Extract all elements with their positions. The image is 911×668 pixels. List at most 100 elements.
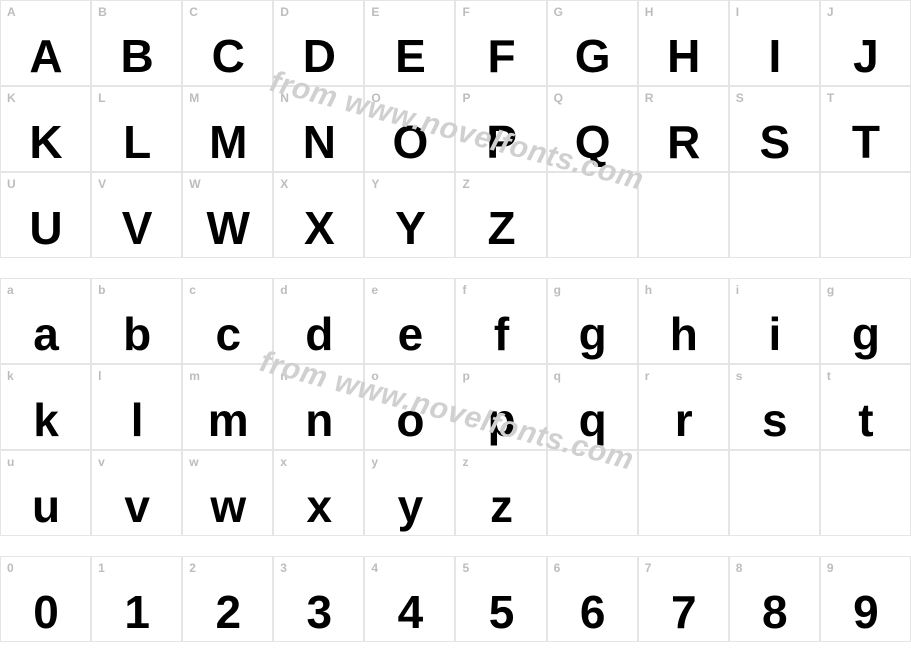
cell-label: C — [189, 5, 198, 19]
glyph-cell: OO — [364, 86, 455, 172]
cell-label: f — [462, 283, 466, 297]
glyph-cell: oo — [364, 364, 455, 450]
glyph-cell: QQ — [547, 86, 638, 172]
cell-glyph: z — [456, 483, 545, 529]
cell-label: V — [98, 177, 106, 191]
glyph-cell: ss — [729, 364, 820, 450]
cell-label: c — [189, 283, 196, 297]
glyph-cell: 22 — [182, 556, 273, 642]
glyph-cell: 00 — [0, 556, 91, 642]
cell-label: e — [371, 283, 378, 297]
glyph-cell: nn — [273, 364, 364, 450]
cell-glyph: T — [821, 119, 910, 165]
cell-label: 4 — [371, 561, 378, 575]
cell-glyph: d — [274, 311, 363, 357]
cell-label: B — [98, 5, 107, 19]
cell-glyph: B — [92, 33, 181, 79]
cell-label: F — [462, 5, 469, 19]
cell-label: K — [7, 91, 16, 105]
glyph-cell: LL — [91, 86, 182, 172]
glyph-cell: PP — [455, 86, 546, 172]
cell-label: p — [462, 369, 469, 383]
cell-label: Z — [462, 177, 469, 191]
cell-glyph: 7 — [639, 589, 728, 635]
cell-label: 6 — [554, 561, 561, 575]
cell-label: 1 — [98, 561, 105, 575]
cell-label: r — [645, 369, 650, 383]
cell-glyph: 0 — [1, 589, 90, 635]
glyph-cell: WW — [182, 172, 273, 258]
glyph-cell: hh — [638, 278, 729, 364]
glyph-cell — [820, 450, 911, 536]
glyph-cell: aa — [0, 278, 91, 364]
cell-glyph: H — [639, 33, 728, 79]
glyph-cell: MM — [182, 86, 273, 172]
cell-label: g — [554, 283, 561, 297]
glyph-cell: kk — [0, 364, 91, 450]
cell-glyph: p — [456, 397, 545, 443]
glyph-cell: FF — [455, 0, 546, 86]
glyph-cell — [638, 172, 729, 258]
cell-label: n — [280, 369, 287, 383]
cell-label: S — [736, 91, 744, 105]
cell-glyph: 1 — [92, 589, 181, 635]
cell-label: 5 — [462, 561, 469, 575]
cell-label: 9 — [827, 561, 834, 575]
cell-glyph: 3 — [274, 589, 363, 635]
cell-glyph: Z — [456, 205, 545, 251]
cell-label: y — [371, 455, 378, 469]
cell-glyph: O — [365, 119, 454, 165]
cell-glyph: 6 — [548, 589, 637, 635]
glyph-cell: II — [729, 0, 820, 86]
glyph-cell: SS — [729, 86, 820, 172]
glyph-cell: VV — [91, 172, 182, 258]
cell-label: U — [7, 177, 16, 191]
cell-glyph: R — [639, 119, 728, 165]
glyph-row: KKLLMMNNOOPPQQRRSSTT — [0, 86, 911, 172]
section-gap — [0, 258, 911, 278]
glyph-cell: XX — [273, 172, 364, 258]
cell-glyph: 8 — [730, 589, 819, 635]
cell-glyph: N — [274, 119, 363, 165]
cell-glyph: u — [1, 483, 90, 529]
cell-glyph: G — [548, 33, 637, 79]
glyph-cell: 55 — [455, 556, 546, 642]
cell-label: 0 — [7, 561, 14, 575]
cell-glyph: W — [183, 205, 272, 251]
cell-label: Y — [371, 177, 379, 191]
cell-glyph: V — [92, 205, 181, 251]
cell-label: a — [7, 283, 14, 297]
glyph-cell — [638, 450, 729, 536]
cell-glyph: n — [274, 397, 363, 443]
cell-glyph: m — [183, 397, 272, 443]
glyph-cell: cc — [182, 278, 273, 364]
cell-glyph: 2 — [183, 589, 272, 635]
cell-glyph: b — [92, 311, 181, 357]
glyph-cell: 99 — [820, 556, 911, 642]
cell-label: x — [280, 455, 287, 469]
font-specimen-chart: AABBCCDDEEFFGGHHIIJJKKLLMMNNOOPPQQRRSSTT… — [0, 0, 911, 668]
glyph-cell: ww — [182, 450, 273, 536]
glyph-cell: YY — [364, 172, 455, 258]
cell-glyph: v — [92, 483, 181, 529]
glyph-cell: 77 — [638, 556, 729, 642]
cell-glyph: 5 — [456, 589, 545, 635]
glyph-cell: 88 — [729, 556, 820, 642]
glyph-cell: gg — [820, 278, 911, 364]
cell-label: A — [7, 5, 16, 19]
glyph-cell: CC — [182, 0, 273, 86]
glyph-cell: ll — [91, 364, 182, 450]
cell-label: L — [98, 91, 105, 105]
cell-glyph: X — [274, 205, 363, 251]
cell-label: O — [371, 91, 380, 105]
glyph-row: kkllmmnnooppqqrrsstt — [0, 364, 911, 450]
glyph-cell: ii — [729, 278, 820, 364]
cell-glyph: Y — [365, 205, 454, 251]
cell-glyph: g — [821, 311, 910, 357]
cell-glyph: x — [274, 483, 363, 529]
glyph-cell: HH — [638, 0, 729, 86]
glyph-cell — [547, 172, 638, 258]
glyph-cell: NN — [273, 86, 364, 172]
glyph-cell — [820, 172, 911, 258]
cell-glyph: L — [92, 119, 181, 165]
